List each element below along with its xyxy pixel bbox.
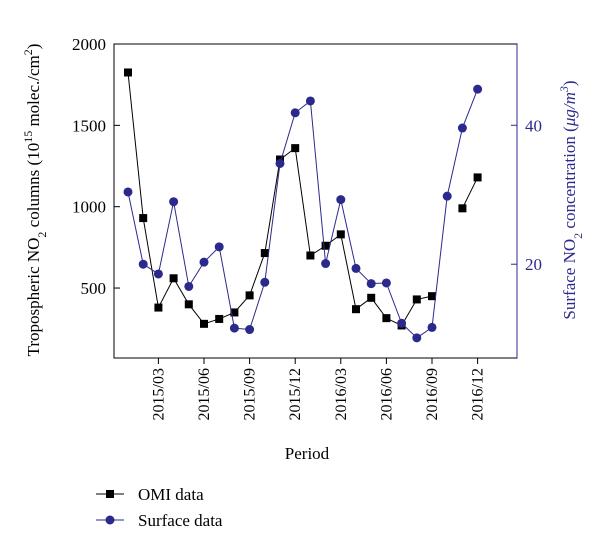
left-tick-label: 2000 [72,35,106,54]
data-point [153,269,163,279]
data-point [367,293,376,302]
series-line [461,177,479,209]
data-point [397,318,407,328]
right-axis-title: Surface NO2 concentration (μg/m3) [557,80,585,319]
data-point [457,123,467,133]
data-point [305,96,315,106]
x-tick-label: 2015/12 [287,368,304,420]
data-point [321,259,331,269]
data-point [169,274,178,283]
data-point [321,241,330,250]
x-tick-label: 2016/12 [470,368,487,420]
left-tick-label: 1500 [72,116,106,135]
data-point [473,173,482,182]
right-tick-label: 40 [525,116,542,135]
data-point [215,314,224,323]
data-point [473,84,483,94]
data-point [245,325,255,335]
data-point [306,251,315,260]
left-tick-label: 500 [81,279,107,298]
data-point [382,314,391,323]
data-point [123,187,133,197]
data-point [154,303,163,312]
left-axis-title: Tropospheric NO2 columns (1015 molec./cm… [21,44,49,357]
data-point [260,277,270,287]
data-point [139,214,148,223]
left-axis-ticks: 500 1000 1500 2000 [72,35,120,298]
data-point [352,305,360,314]
data-point [336,195,346,205]
data-point [428,292,436,301]
data-point [214,242,224,252]
data-point [230,308,239,317]
x-tick-label: 2015/03 [150,368,167,420]
data-point [458,204,467,213]
legend-label: OMI data [138,485,204,504]
x-tick-label: 2016/09 [424,368,441,420]
data-point [442,191,452,201]
x-axis-ticks: 2015/03 2015/06 2015/09 2015/12 2016/03 2016/… [150,358,487,420]
data-point [260,249,269,258]
data-point [351,263,361,273]
right-tick-label: 20 [525,255,542,274]
data-point [427,322,437,332]
data-point [199,257,209,267]
series-layer [123,68,483,343]
plot-frame [113,43,518,359]
data-point [169,197,179,207]
legend-marker [105,515,115,525]
data-point [381,278,391,288]
data-point [412,295,421,304]
series-line [127,88,479,339]
data-point [229,323,239,333]
data-point [184,281,194,291]
x-tick-label: 2016/06 [378,368,395,420]
data-point [124,68,132,77]
x-tick-label: 2016/03 [333,368,350,420]
data-point [336,230,345,239]
x-axis-title: Period [285,444,330,463]
data-point [200,319,208,328]
x-tick-label: 2015/09 [242,368,259,420]
x-tick-label: 2015/06 [196,368,213,420]
data-point [291,144,300,153]
left-tick-label: 1000 [72,198,106,217]
legend-marker [106,490,114,498]
data-point [245,291,254,300]
data-point [184,300,193,309]
data-point [275,158,285,168]
data-point [412,333,422,343]
data-point [290,108,300,118]
legend-label: Surface data [138,511,223,530]
data-point [138,259,148,269]
legend: OMI data Surface data [96,485,223,530]
data-point [366,279,376,289]
